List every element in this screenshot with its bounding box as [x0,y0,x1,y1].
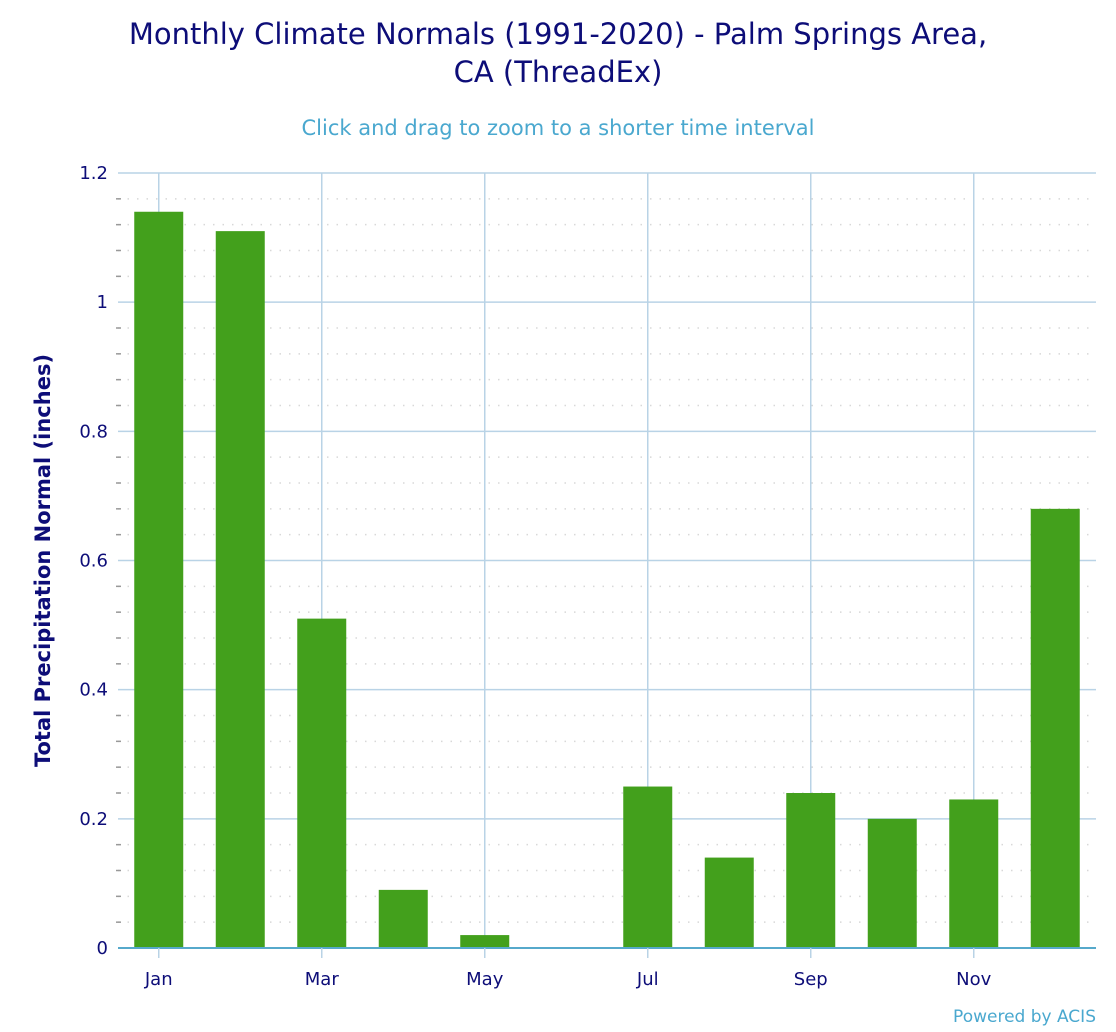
y-axis-ticks: 0 0.2 0.4 0.6 0.8 1 1.2 [79,163,121,959]
minor-gridlines [118,198,1096,923]
chart-title: Monthly Climate Normals (1991-2020) - Pa… [129,17,987,89]
x-tick-label: Jul [636,969,659,990]
y-tick-label: 0.8 [79,421,108,442]
y-tick-label: 0.6 [79,551,108,572]
y-tick-label: 1 [97,292,108,313]
x-tick-label: Sep [794,969,828,990]
powered-by-credit-link[interactable]: Powered by ACIS [953,1007,1096,1027]
y-tick-label: 0.2 [79,809,108,830]
bar-jan[interactable]: Jan: 1.14 [134,211,184,948]
bar-aug[interactable]: Aug: 0.14 [704,857,754,948]
bar-oct[interactable]: Oct: 0.2 [867,818,917,948]
x-tick-label: Jan [144,969,173,990]
major-gridlines [118,172,1096,820]
bars[interactable]: Jan: 1.14 Feb: 1.11 Mar: 0.51 Apr: 0.09 May:… [134,211,1080,948]
y-tick-label: 1.2 [79,163,108,184]
chart-title-line-1: Monthly Climate Normals (1991-2020) - Pa… [129,17,987,51]
y-tick-label: 0 [97,938,108,959]
bar-dec[interactable]: Dec: 0.68 [1030,508,1080,948]
bar-sep[interactable]: Sep: 0.24 [786,793,836,948]
bar-nov[interactable]: Nov: 0.23 [949,799,999,948]
x-axis-ticks: Jan Mar May Jul Sep Nov [144,948,992,990]
y-tick-label: 0.4 [79,680,108,701]
bar-feb[interactable]: Feb: 1.11 [215,231,265,948]
x-tick-label: Mar [305,969,340,990]
bar-apr[interactable]: Apr: 0.09 [378,889,428,948]
x-tick-label: Nov [956,969,991,990]
chart-title-line-2: CA (ThreadEx) [454,55,663,89]
y-axis-title: Total Precipitation Normal (inches) [31,354,55,767]
bar-jul[interactable]: Jul: 0.25 [623,786,673,948]
chart-subtitle: Click and drag to zoom to a shorter time… [301,116,814,140]
x-tick-label: May [466,969,504,990]
bar-mar[interactable]: Mar: 0.51 [297,618,347,948]
bar-may[interactable]: May: 0.02 [460,935,510,948]
